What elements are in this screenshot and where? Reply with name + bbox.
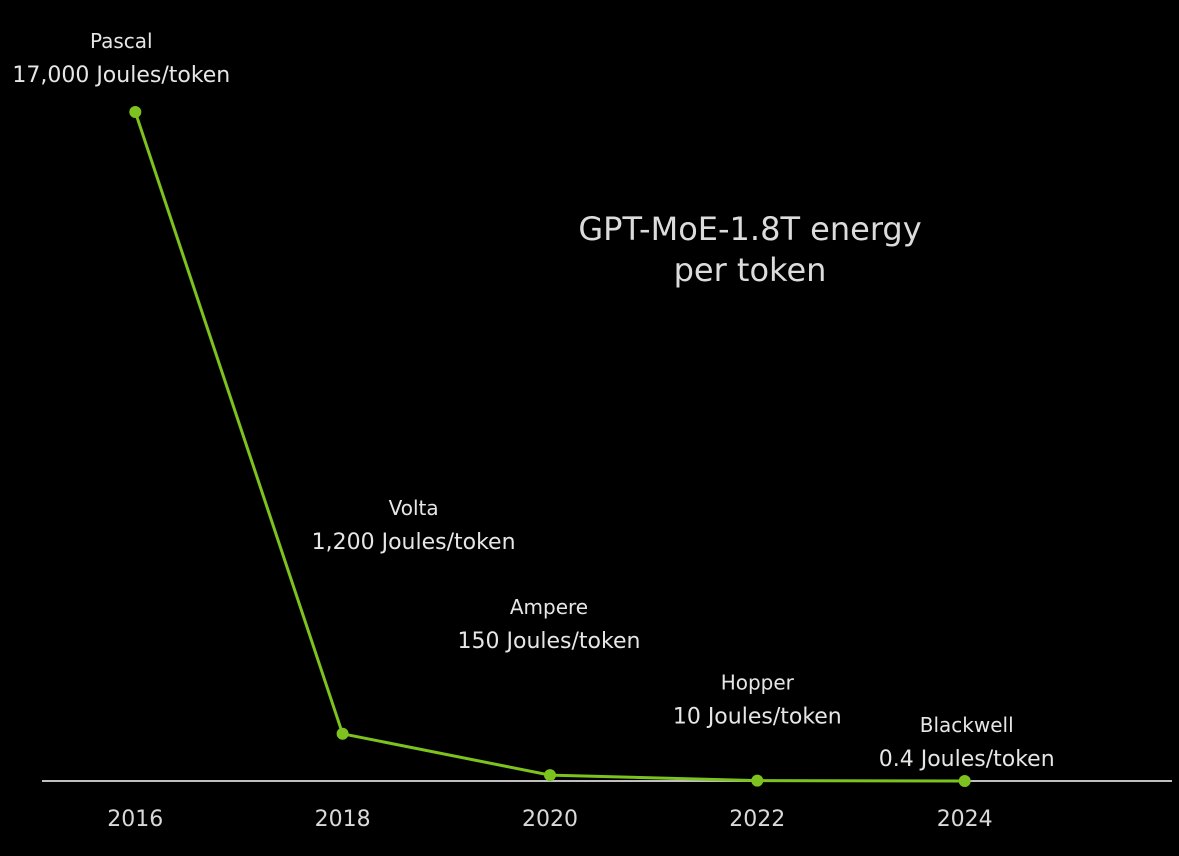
data-point-2022 xyxy=(751,774,764,787)
point-annotations: Pascal 17,000 Joules/token Volta 1,200 Joul… xyxy=(12,29,1054,772)
data-point-2016 xyxy=(129,106,142,118)
annotation-name-pascal: Pascal xyxy=(90,29,153,53)
annotation-value-hopper: 10 Joules/token xyxy=(673,705,842,730)
x-tick-label-2022: 2022 xyxy=(729,807,785,832)
x-tick-label-2018: 2018 xyxy=(315,807,371,832)
data-point-2018 xyxy=(336,727,349,740)
x-tick-label-2024: 2024 xyxy=(937,807,993,832)
annotation-value-blackwell: 0.4 Joules/token xyxy=(879,747,1055,772)
annotation-value-volta: 1,200 Joules/token xyxy=(312,530,516,555)
annotation-name-ampere: Ampere xyxy=(510,595,588,619)
annotation-value-ampere: 150 Joules/token xyxy=(458,629,641,654)
data-point-2020 xyxy=(544,769,556,782)
chart-title-line-1: GPT-MoE-1.8T energy xyxy=(578,210,921,248)
annotation-name-hopper: Hopper xyxy=(721,671,795,695)
data-point-2024 xyxy=(958,775,971,787)
annotation-name-blackwell: Blackwell xyxy=(920,713,1014,737)
annotation-name-volta: Volta xyxy=(389,496,439,520)
x-tick-label-2016: 2016 xyxy=(107,807,163,832)
series-layer xyxy=(129,106,971,787)
x-tick-label-2020: 2020 xyxy=(522,807,578,832)
annotation-value-pascal: 17,000 Joules/token xyxy=(12,63,230,88)
x-axis-ticks: 2016 2018 2020 2022 2024 xyxy=(107,807,992,832)
chart-title-line-2: per token xyxy=(674,251,827,289)
